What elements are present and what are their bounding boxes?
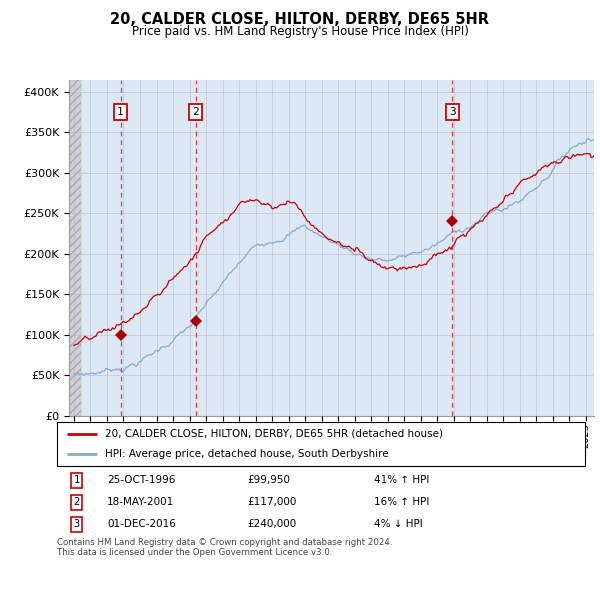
Text: 1: 1: [117, 107, 124, 117]
Text: 2: 2: [73, 497, 80, 507]
Text: 01-DEC-2016: 01-DEC-2016: [107, 519, 176, 529]
Text: 25-OCT-1996: 25-OCT-1996: [107, 476, 176, 486]
Text: 18-MAY-2001: 18-MAY-2001: [107, 497, 175, 507]
Text: £117,000: £117,000: [247, 497, 296, 507]
Text: £240,000: £240,000: [247, 519, 296, 529]
FancyBboxPatch shape: [57, 422, 585, 466]
Bar: [65, 80, 80, 416]
Text: 2: 2: [193, 107, 199, 117]
Text: 4% ↓ HPI: 4% ↓ HPI: [374, 519, 422, 529]
Text: 20, CALDER CLOSE, HILTON, DERBY, DE65 5HR: 20, CALDER CLOSE, HILTON, DERBY, DE65 5H…: [110, 12, 490, 27]
Text: 16% ↑ HPI: 16% ↑ HPI: [374, 497, 429, 507]
Text: 3: 3: [73, 519, 80, 529]
Text: 1: 1: [73, 476, 80, 486]
Text: 41% ↑ HPI: 41% ↑ HPI: [374, 476, 429, 486]
Text: Price paid vs. HM Land Registry's House Price Index (HPI): Price paid vs. HM Land Registry's House …: [131, 25, 469, 38]
Text: £99,950: £99,950: [247, 476, 290, 486]
Text: 3: 3: [449, 107, 456, 117]
Text: 20, CALDER CLOSE, HILTON, DERBY, DE65 5HR (detached house): 20, CALDER CLOSE, HILTON, DERBY, DE65 5H…: [104, 429, 443, 439]
Text: HPI: Average price, detached house, South Derbyshire: HPI: Average price, detached house, Sout…: [104, 449, 388, 459]
Text: Contains HM Land Registry data © Crown copyright and database right 2024.
This d: Contains HM Land Registry data © Crown c…: [57, 538, 392, 558]
